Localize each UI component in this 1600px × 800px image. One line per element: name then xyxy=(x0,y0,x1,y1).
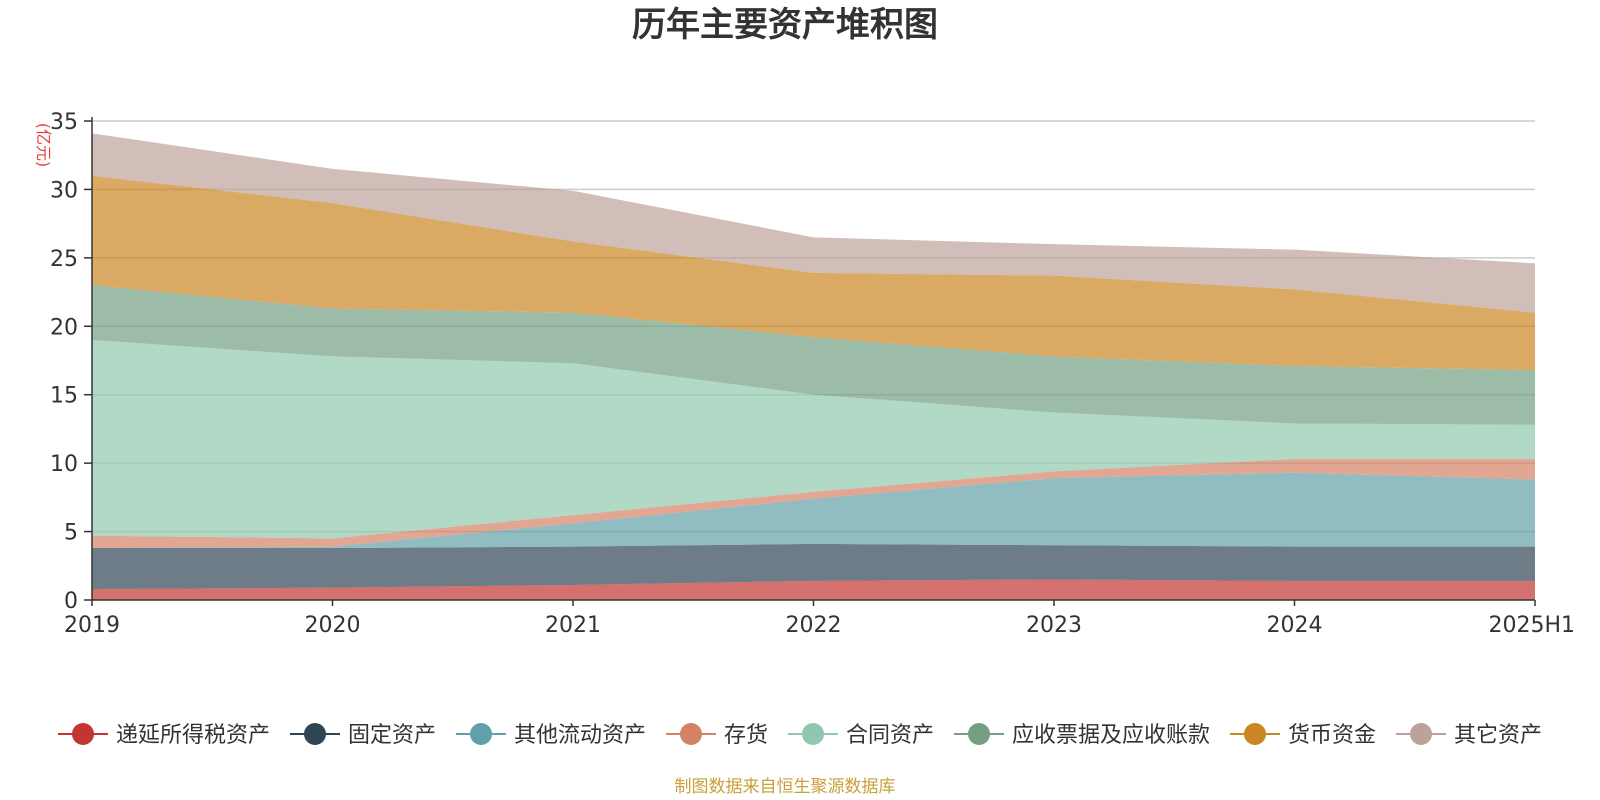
legend-item-8[interactable]: 其它资产 xyxy=(1396,723,1542,748)
y-tick-label: 10 xyxy=(50,452,78,477)
y-tick-label: 25 xyxy=(50,247,78,272)
x-tick-label: 2023 xyxy=(1026,613,1082,638)
chart-title: 历年主要资产堆积图 xyxy=(632,5,938,45)
legend-item-3[interactable]: 其他流动资产 xyxy=(455,723,646,748)
y-tick-label: 5 xyxy=(64,521,78,546)
legend-label: 其它资产 xyxy=(1454,723,1542,748)
y-tick-label: 0 xyxy=(64,589,78,614)
legend-label: 存货 xyxy=(724,723,768,748)
area-series-2 xyxy=(92,543,1535,590)
area-series-1 xyxy=(92,579,1535,600)
x-tick-label: 2024 xyxy=(1267,613,1323,638)
legend-label: 固定资产 xyxy=(348,723,436,748)
legend-item-5[interactable]: 合同资产 xyxy=(787,723,934,748)
x-tick-label: 2020 xyxy=(305,613,361,638)
area-series xyxy=(92,133,1535,600)
y-tick-label: 15 xyxy=(50,384,78,409)
x-tick-label: 2025H1 xyxy=(1488,613,1575,638)
x-tick-label: 2021 xyxy=(545,613,601,638)
legend-item-1[interactable]: 递延所得税资产 xyxy=(57,723,270,748)
legend-marker xyxy=(801,723,824,745)
y-tick-label: 30 xyxy=(50,178,78,203)
data-source-note: 制图数据来自恒生聚源数据库 xyxy=(675,777,896,797)
legend-item-7[interactable]: 货币资金 xyxy=(1230,723,1376,748)
legend-marker xyxy=(1244,723,1267,745)
area-series-3 xyxy=(92,472,1535,548)
area-series-8 xyxy=(92,133,1535,313)
x-tick-label: 2022 xyxy=(786,613,842,638)
legend-label: 其他流动资产 xyxy=(514,723,646,748)
legend: 递延所得税资产 固定资产 其他流动资产 存货 合同资产 应收票据及应收账款 货币资金 其它资产 xyxy=(57,723,1542,748)
legend-marker xyxy=(303,723,326,745)
legend-label: 合同资产 xyxy=(846,723,934,748)
area-series-4 xyxy=(92,459,1535,548)
area-series-5 xyxy=(92,339,1535,539)
area-series-6 xyxy=(92,285,1535,425)
legend-item-6[interactable]: 应收票据及应收账款 xyxy=(954,723,1210,748)
legend-label: 货币资金 xyxy=(1288,723,1376,748)
x-tick-label: 2019 xyxy=(64,613,120,638)
legend-marker xyxy=(1410,723,1433,745)
y-axis-unit-label: (亿元) xyxy=(34,123,53,168)
axes: 0 5 10 15 20 25 30 35 2019 2020 2021 2022 2023 2024 20… xyxy=(50,110,1575,638)
legend-item-4[interactable]: 存货 xyxy=(665,723,768,748)
legend-marker xyxy=(968,723,991,745)
legend-label: 递延所得税资产 xyxy=(116,723,270,748)
legend-item-2[interactable]: 固定资产 xyxy=(289,723,436,748)
y-tick-label: 20 xyxy=(50,315,78,340)
y-tick-label: 35 xyxy=(50,110,78,135)
legend-marker xyxy=(71,723,94,745)
legend-marker xyxy=(679,723,702,745)
legend-label: 应收票据及应收账款 xyxy=(1012,723,1210,748)
legend-marker xyxy=(469,723,492,745)
